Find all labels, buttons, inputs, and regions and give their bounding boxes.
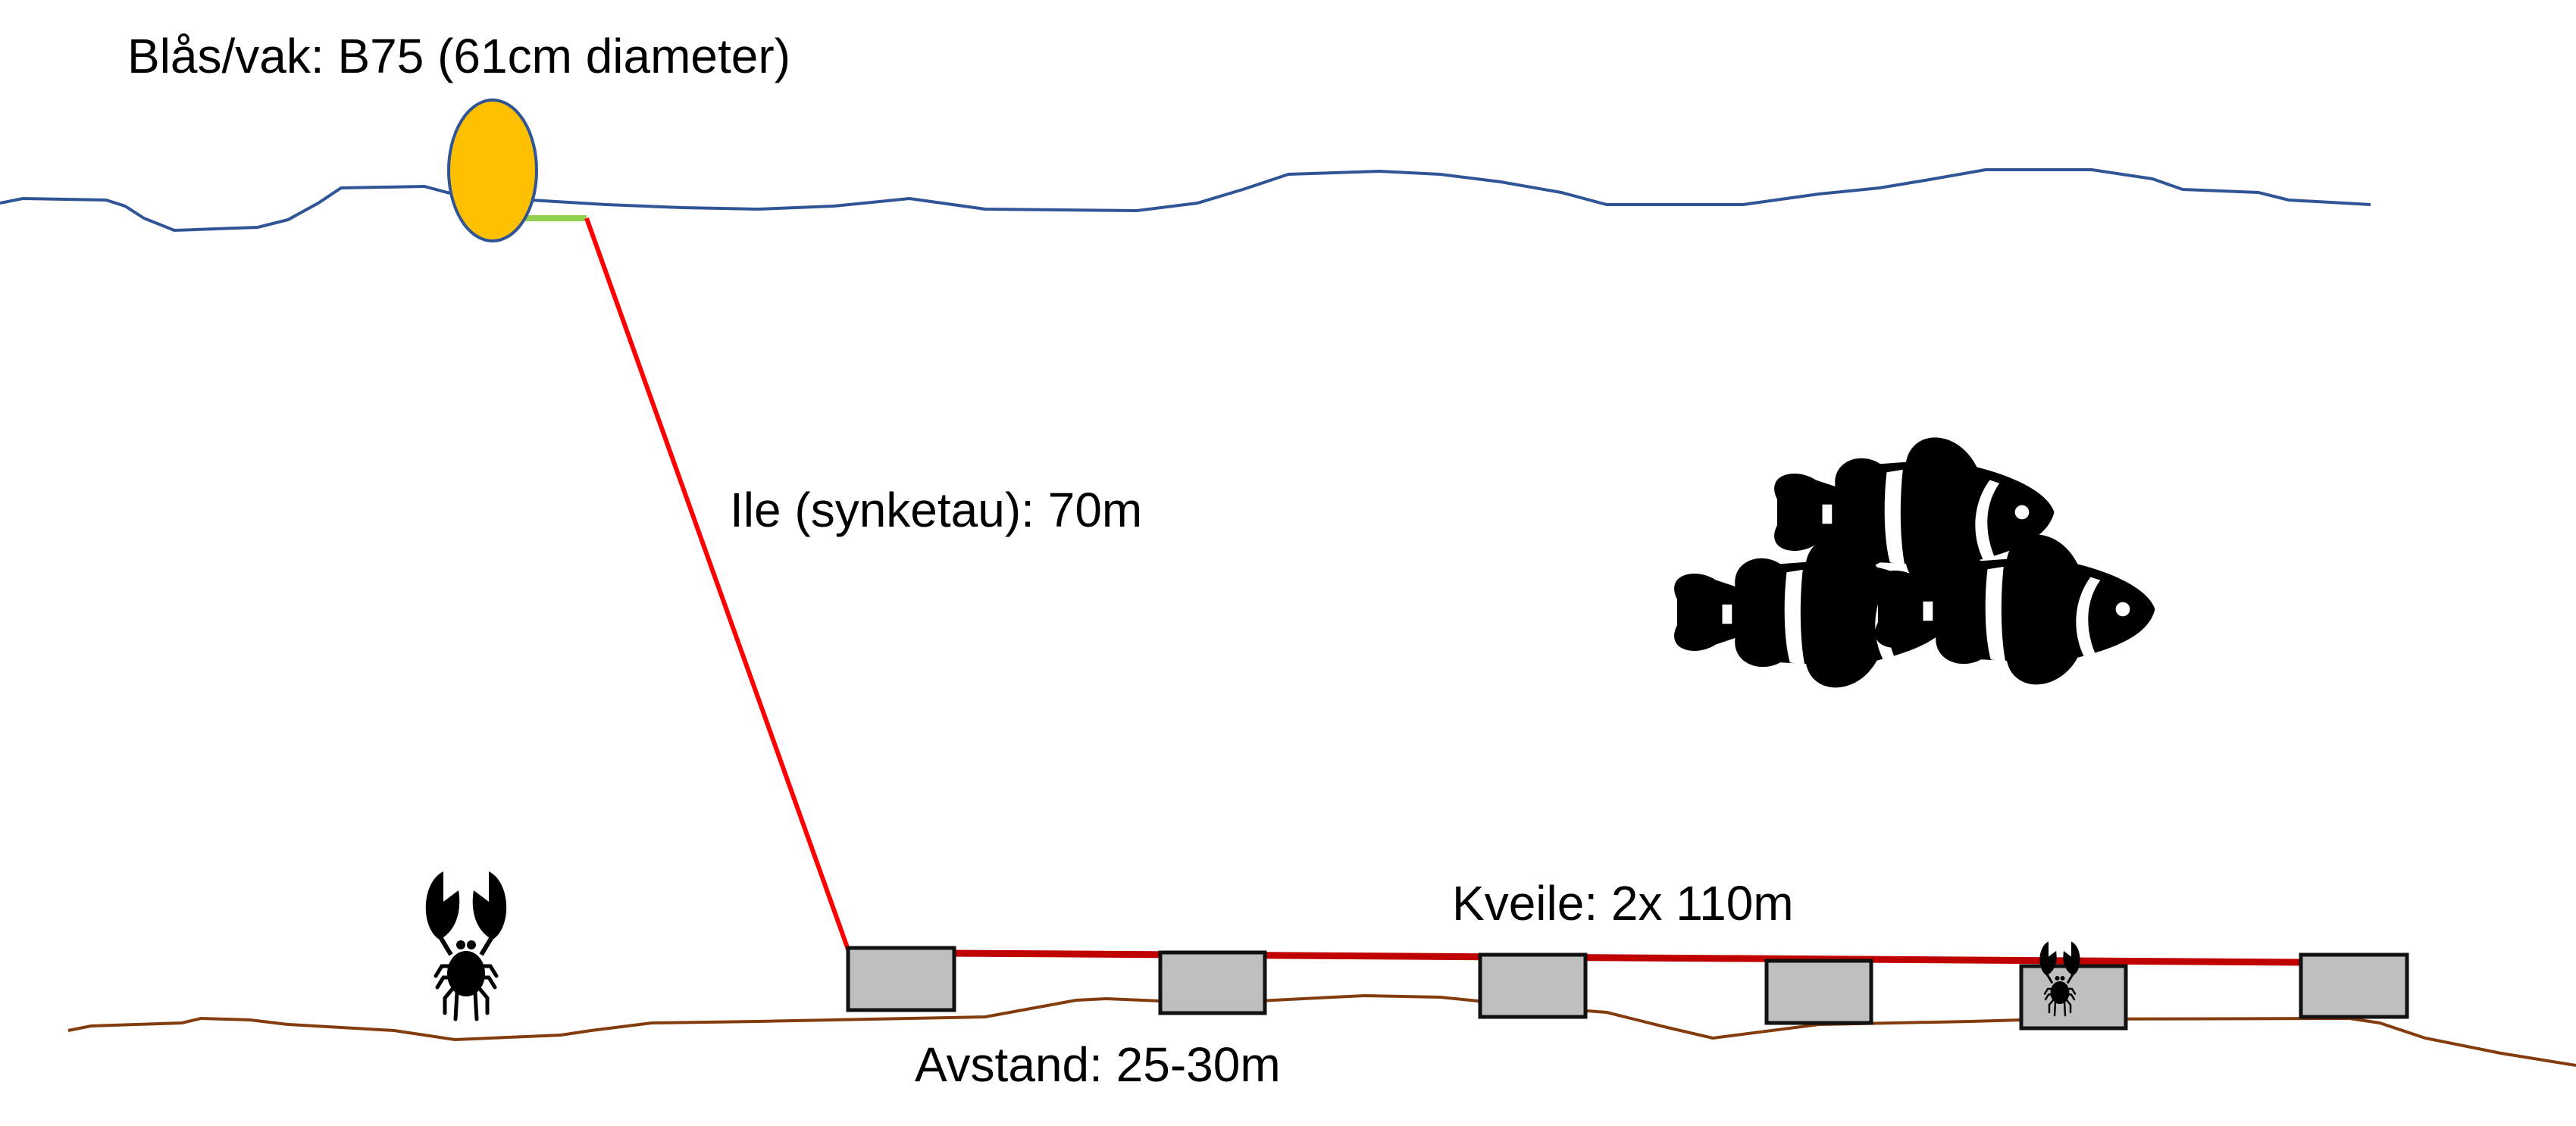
trap-4 bbox=[1764, 959, 1873, 1025]
ground-line-label: Kveile: 2x 110m bbox=[1452, 876, 1794, 931]
ground-line bbox=[954, 949, 2302, 966]
trap-3 bbox=[1478, 952, 1588, 1019]
trap-6 bbox=[2299, 952, 2409, 1019]
spacing-label: Avstand: 25-30m bbox=[915, 1037, 1281, 1092]
buoy-icon bbox=[447, 99, 538, 242]
crab-icon bbox=[426, 871, 506, 1019]
traps bbox=[846, 946, 2409, 1031]
trap-2 bbox=[1158, 950, 1267, 1015]
sea-surface-line bbox=[0, 168, 2371, 233]
trap-1 bbox=[846, 946, 956, 1012]
sink-rope-label: Ile (synketau): 70m bbox=[730, 483, 1142, 537]
buoy-label: Blås/vak: B75 (61cm diameter) bbox=[127, 29, 790, 83]
sink-rope bbox=[584, 217, 850, 951]
